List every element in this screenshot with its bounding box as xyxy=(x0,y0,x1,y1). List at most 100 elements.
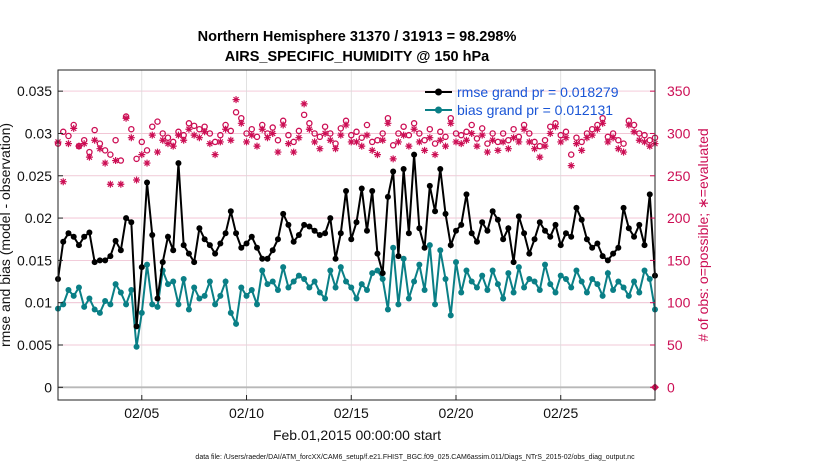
y-tick-label-3: 0.015 xyxy=(17,252,52,268)
rmse-point-107 xyxy=(615,244,622,251)
y2-tick-label-6: 300 xyxy=(667,125,691,141)
obs-evaluated-5 xyxy=(80,140,88,148)
bias-point-30 xyxy=(212,301,219,308)
obs-possible-71 xyxy=(426,125,434,133)
y-tick-label-1: 0.005 xyxy=(17,337,52,353)
obs-possible-2 xyxy=(65,132,72,140)
bias-point-109 xyxy=(625,292,632,299)
bias-point-84 xyxy=(494,281,501,288)
rmse-point-11 xyxy=(112,237,119,244)
obs-evaluated-16 xyxy=(138,151,146,159)
rmse-point-75 xyxy=(447,242,454,249)
obs-evaluated-95 xyxy=(552,123,559,131)
obs-evaluated-74 xyxy=(442,142,450,150)
obs-evaluated-47 xyxy=(300,100,308,108)
bias-point-103 xyxy=(594,281,601,288)
obs-evaluated-10 xyxy=(106,180,114,188)
obs-possible-20 xyxy=(159,130,166,137)
legend-bias-marker xyxy=(435,106,442,114)
bias-point-95 xyxy=(552,289,559,296)
rmse-point-66 xyxy=(400,166,407,172)
x-tick-label-4: 02/25 xyxy=(543,405,578,421)
rmse-point-59 xyxy=(363,227,370,234)
obs-evaluated-102 xyxy=(588,131,596,139)
bias-point-86 xyxy=(505,270,512,277)
bias-point-62 xyxy=(379,276,386,282)
obs-possible-19 xyxy=(154,118,161,125)
obs-evaluated-112 xyxy=(641,138,649,146)
bias-point-13 xyxy=(123,301,130,308)
bias-point-105 xyxy=(604,270,611,277)
rmse-point-24 xyxy=(180,242,187,249)
bias-point-64 xyxy=(390,244,397,251)
bias-point-16 xyxy=(138,309,145,316)
obs-evaluated-93 xyxy=(541,142,549,150)
bias-point-74 xyxy=(442,276,449,282)
obs-possible-60 xyxy=(368,138,376,146)
rmse-point-84 xyxy=(494,216,501,223)
rmse-point-40 xyxy=(264,255,271,262)
obs-possible-1 xyxy=(59,128,67,136)
bias-point-106 xyxy=(610,287,617,293)
obs-evaluated-28 xyxy=(201,128,209,136)
rmse-point-109 xyxy=(625,225,632,232)
bias-point-87 xyxy=(510,289,517,296)
rmse-point-94 xyxy=(547,233,554,240)
obs-possible-46 xyxy=(295,127,303,135)
obs-possible-82 xyxy=(484,140,491,147)
bias-point-57 xyxy=(353,295,360,302)
bias-point-49 xyxy=(311,278,318,285)
rmse-point-99 xyxy=(573,204,580,211)
rmse-point-52 xyxy=(327,215,334,222)
obs-evaluated-103 xyxy=(593,125,601,133)
bias-point-90 xyxy=(526,276,533,282)
bias-point-65 xyxy=(395,301,402,308)
rmse-point-79 xyxy=(468,230,475,237)
y2-tick-label-1: 50 xyxy=(667,337,683,353)
obs-possible-74 xyxy=(442,133,449,141)
data-file-footnote: data file: /Users/raeder/DAI/ATM_forcXX/… xyxy=(195,454,635,461)
bias-point-58 xyxy=(358,281,365,288)
chart-title-line1: Northern Hemisphere 31370 / 31913 = 98.2… xyxy=(198,29,517,45)
rmse-point-67 xyxy=(405,230,412,237)
bias-point-52 xyxy=(327,267,334,274)
obs-count-markers xyxy=(54,96,659,392)
obs-possible-65 xyxy=(395,130,402,137)
obs-evaluated-49 xyxy=(311,138,319,146)
obs-possible-37 xyxy=(248,125,256,133)
rmse-point-5 xyxy=(81,233,88,240)
obs-evaluated-19 xyxy=(154,148,161,156)
rmse-point-2 xyxy=(65,230,72,237)
rmse-point-1 xyxy=(60,238,67,245)
rmse-point-105 xyxy=(604,257,611,264)
obs-evaluated-57 xyxy=(353,138,360,146)
x-tick-label-0: 02/05 xyxy=(124,405,159,421)
rmse-point-58 xyxy=(358,185,365,192)
obs-evaluated-72 xyxy=(431,151,439,159)
bias-point-75 xyxy=(447,312,454,319)
bias-point-4 xyxy=(75,284,82,291)
obs-evaluated-99 xyxy=(572,140,580,148)
obs-evaluated-101 xyxy=(583,134,591,142)
obs-possible-86 xyxy=(505,136,512,144)
bias-point-44 xyxy=(285,284,292,291)
obs-evaluated-109 xyxy=(625,121,633,129)
rmse-point-43 xyxy=(280,210,287,217)
legend-bias-label: bias grand pr = 0.012131 xyxy=(457,102,613,118)
rmse-point-21 xyxy=(164,233,171,240)
obs-possible-81 xyxy=(478,125,486,132)
obs-evaluated-17 xyxy=(143,159,151,167)
obs-evaluated-94 xyxy=(546,129,554,137)
obs-possible-70 xyxy=(421,136,428,144)
obs-evaluated-25 xyxy=(185,125,193,133)
bias-point-42 xyxy=(274,287,281,293)
bias-point-70 xyxy=(421,287,428,293)
rmse-point-71 xyxy=(426,182,433,189)
rmse-point-15 xyxy=(133,323,140,330)
obs-possible-33 xyxy=(227,127,235,135)
bias-point-60 xyxy=(369,270,376,277)
bias-point-73 xyxy=(437,247,444,254)
obs-possible-99 xyxy=(573,134,580,141)
rmse-point-55 xyxy=(343,188,350,194)
obs-evaluated-33 xyxy=(227,136,235,144)
